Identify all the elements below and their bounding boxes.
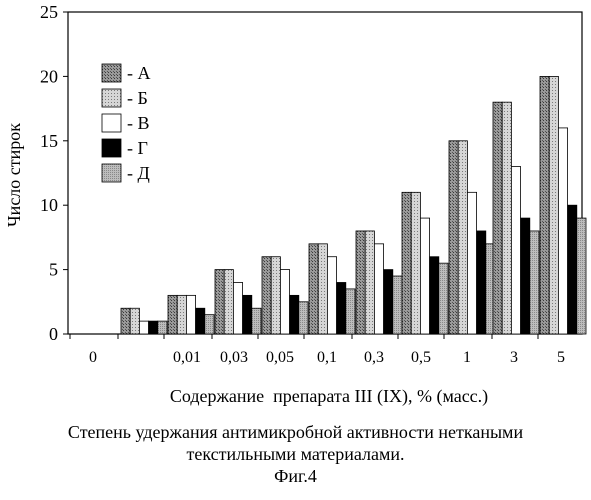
bar bbox=[384, 270, 393, 334]
bar bbox=[458, 141, 467, 334]
bar bbox=[493, 102, 502, 334]
legend-label: - А bbox=[127, 63, 151, 83]
bar bbox=[290, 295, 299, 334]
y-tick-label: 15 bbox=[40, 131, 58, 151]
bar bbox=[243, 295, 252, 334]
y-axis-label: Число стирок bbox=[4, 123, 24, 227]
bar bbox=[511, 167, 520, 334]
bar bbox=[168, 295, 177, 334]
bar bbox=[280, 270, 289, 334]
x-tick-label: 0 bbox=[89, 349, 97, 366]
x-tick-label: 0,1 bbox=[317, 349, 337, 366]
bar bbox=[271, 257, 280, 334]
bar bbox=[393, 276, 402, 334]
legend-swatch bbox=[102, 64, 121, 82]
bar bbox=[549, 76, 558, 334]
y-tick-label: 0 bbox=[49, 324, 58, 344]
bar bbox=[530, 231, 539, 334]
bar bbox=[186, 295, 195, 334]
y-tick-label: 5 bbox=[49, 260, 58, 280]
legend-swatch bbox=[102, 139, 121, 157]
bar bbox=[233, 282, 242, 334]
bar bbox=[374, 244, 383, 334]
caption-line-1: Степень удержания антимикробной активнос… bbox=[0, 421, 591, 443]
bar bbox=[502, 102, 511, 334]
bar bbox=[467, 192, 476, 334]
x-tick-label: 0,5 bbox=[411, 349, 431, 366]
figure-caption: Степень удержания антимикробной активнос… bbox=[0, 421, 591, 487]
legend-label: - Г bbox=[127, 138, 148, 158]
x-tick-label: 0,03 bbox=[220, 349, 248, 366]
chart-svg: 051015202500,010,030,050,10,30,5135 - А-… bbox=[0, 0, 591, 420]
legend-label: - В bbox=[127, 113, 150, 133]
bar bbox=[158, 321, 167, 334]
bar bbox=[130, 308, 139, 334]
bars bbox=[121, 76, 586, 334]
bar bbox=[420, 218, 429, 334]
x-tick-label: 0,3 bbox=[364, 349, 384, 366]
bar bbox=[521, 218, 530, 334]
legend-swatch bbox=[102, 89, 121, 107]
legend-label: - Д bbox=[127, 163, 150, 183]
bar bbox=[558, 128, 567, 334]
bar bbox=[196, 308, 205, 334]
x-tick-label: 1 bbox=[463, 349, 471, 366]
caption-line-2: текстильными материалами. bbox=[0, 443, 591, 465]
bar bbox=[327, 257, 336, 334]
bar bbox=[402, 192, 411, 334]
bar bbox=[449, 141, 458, 334]
bar bbox=[139, 321, 148, 334]
bar bbox=[309, 244, 318, 334]
bar bbox=[430, 257, 439, 334]
x-tick-label: 3 bbox=[510, 349, 518, 366]
bar bbox=[177, 295, 186, 334]
x-tick-label: 5 bbox=[557, 349, 565, 366]
y-tick-label: 25 bbox=[40, 2, 58, 22]
bar bbox=[337, 282, 346, 334]
legend: - А - Б - В - Г - Д bbox=[102, 63, 151, 183]
y-tick-label: 10 bbox=[40, 195, 58, 215]
bar bbox=[439, 263, 448, 334]
x-axis-label: Содержание препарата III (IX), % (масс.) bbox=[170, 386, 488, 407]
figure-number: Фиг.4 bbox=[0, 465, 591, 487]
bar bbox=[411, 192, 420, 334]
bar bbox=[224, 270, 233, 334]
bar bbox=[262, 257, 271, 334]
legend-label: - Б bbox=[127, 88, 148, 108]
bar bbox=[121, 308, 130, 334]
bar bbox=[356, 231, 365, 334]
legend-swatch bbox=[102, 164, 121, 182]
x-tick-label: 0,05 bbox=[266, 349, 294, 366]
bar bbox=[477, 231, 486, 334]
bar bbox=[577, 218, 586, 334]
legend-swatch bbox=[102, 114, 121, 132]
bar bbox=[540, 76, 549, 334]
bar bbox=[215, 270, 224, 334]
bar bbox=[318, 244, 327, 334]
bar bbox=[568, 205, 577, 334]
bar bbox=[365, 231, 374, 334]
bar bbox=[346, 289, 355, 334]
bar bbox=[252, 308, 261, 334]
y-tick-label: 20 bbox=[40, 66, 58, 86]
x-tick-label: 0,01 bbox=[173, 349, 201, 366]
bar bbox=[149, 321, 158, 334]
bar bbox=[299, 302, 308, 334]
bar bbox=[205, 315, 214, 334]
